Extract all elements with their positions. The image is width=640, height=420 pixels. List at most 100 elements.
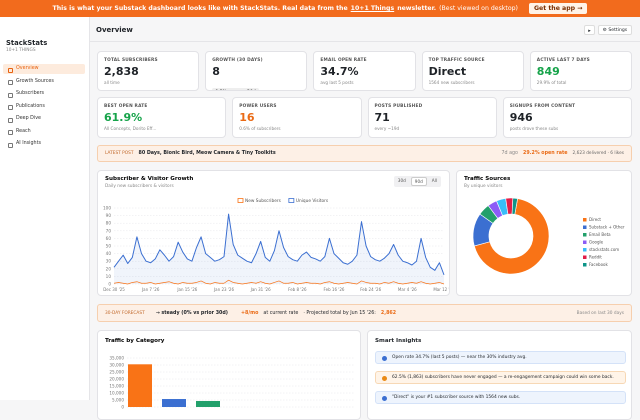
forecast-basis: Based on last 30 days [576,310,624,316]
range-button[interactable]: All [431,178,437,183]
area [114,214,444,284]
nav-item[interactable]: Subscribers [3,89,85,99]
latest-stats: 2,623 delivered · 6 likes [572,151,624,156]
kpi-note: all time [104,80,120,85]
bar-chart: Traffic by Category 0 5,000 10,000 15,000 20… [105,338,354,410]
pie-slice [473,198,550,275]
traffic-card: Traffic Sources By unique visitors Direc… [456,170,632,296]
x-tick-label: Mar 12 '26 [433,287,450,292]
legend-swatch [288,198,295,203]
chart-subtitle: Daily new subscribers & visitors [105,183,174,189]
latest-title: 80 Days, Bionic Bird, Meow Camera & Tiny… [138,151,276,156]
legend-swatch [583,248,587,252]
legend-label: Unique Visitors [296,198,329,204]
nav-item[interactable]: Deep Dive [3,114,85,124]
y-tick-label: 25,000 [109,370,124,375]
bar [162,399,186,407]
kpi-label: SIGNUPS FROM CONTENT [509,104,576,109]
banner-link[interactable]: 10+1 Things [350,5,395,12]
kpi-note: every ~19d [374,126,400,131]
legend-label: New Subscribers [245,198,282,204]
insights-card: Smart Insights Open rate 34.7% (last 5 p… [367,330,632,420]
kpi-card: POSTS PUBLISHED 71 every ~19d [367,97,497,138]
kpi-value: Direct [428,65,467,78]
forecast-label: 30-DAY FORECAST [105,310,145,316]
brand: StackStats [6,39,48,47]
kpi-card: EMAIL OPEN RATE 34.7% avg last 5 posts [313,51,416,91]
insight: 62.5% (1,863) subscribers have never eng… [375,371,626,384]
legend-label: Facebook [589,262,608,267]
nav-item[interactable]: Reach [3,127,85,137]
legend-label: Reddit [589,255,602,260]
pie-slice [511,197,518,215]
kpi-label: TOP TRAFFIC SOURCE [428,58,485,63]
kpi-label: POSTS PUBLISHED [374,104,423,109]
forecast-rate: +8/mo [241,310,259,316]
kpi-label: GROWTH (30 DAYS) [212,58,263,63]
kpi-value: 71 [374,111,390,124]
kpi-card: TOP TRAFFIC SOURCE Direct 1564 new subscri… [421,51,524,91]
legend-swatch [583,263,587,267]
kpi-value: 34.7% [320,65,359,78]
bar [196,400,220,407]
range-button[interactable]: 90d [410,177,427,186]
kpi-value: 8 [212,65,220,78]
insight: "Direct" is your #1 subscriber source wi… [375,391,626,404]
latest-post[interactable]: LATEST POST 80 Days, Bionic Bird, Meow C… [97,145,632,162]
kpi-note: 1564 new subscribers [428,80,475,85]
legend-swatch [583,240,587,244]
nav-item[interactable]: Publications [3,102,85,112]
kpi-label: EMAIL OPEN RATE [320,58,367,63]
kpi-card: BEST OPEN RATE 61.9% All Concepts, Dorito … [97,97,227,138]
growth-card: 30d 90d All Subscriber & Visitor Growth Da… [97,170,450,296]
chart-title: Subscriber & Visitor Growth [105,176,193,182]
kpi-label: TOTAL SUBSCRIBERS [104,58,158,63]
y-tick-label: 30,000 [109,363,124,368]
x-tick-label: Jan 31 '26 [250,287,271,292]
nav-item[interactable]: Overview [3,64,85,74]
kpi-note: avg last 5 posts [320,80,354,85]
kpi-card: SIGNUPS FROM CONTENT 946 posts drove these… [502,97,632,138]
kpi-label: BEST OPEN RATE [104,104,148,109]
forecast-rate-text: at current rate [263,310,299,316]
kpi-card: TOTAL SUBSCRIBERS 2,838 all time [97,51,200,91]
legend-swatch [583,225,587,229]
kpi-label: POWER USERS [239,104,277,109]
kpi-note: All Concepts, Dorito Eff... [104,126,157,131]
nav-item[interactable]: AI Insights [3,139,85,149]
x-tick-label: Feb 16 '26 [324,287,345,292]
series-line [113,279,445,285]
legend-label: Email Beta [589,232,611,237]
page-title: Overview [96,26,133,34]
range-button[interactable]: 30d [397,178,406,183]
banner-note: (Best viewed on desktop) [439,5,518,12]
x-tick-label: Dec 30 '25 [103,287,125,292]
settings-button[interactable]: ⚙ Settings [598,25,632,35]
play-button[interactable]: ▸ [584,25,595,35]
line-chart: Subscriber & Visitor Growth Daily new su… [103,176,450,292]
x-tick-label: Feb 8 '26 [288,287,307,292]
y-tick-label: 40 [106,251,112,256]
y-tick-label: 15,000 [109,384,124,389]
latest-age: 7d ago [501,151,518,156]
kpi-note: posts drove these subs [509,126,559,131]
banner-text: This is what your Substack dashboard loo… [52,5,348,12]
x-tick-label: Feb 24 '26 [360,287,381,292]
kpi-card: POWER USERS 16 0.6% of subscribers [232,97,362,138]
sidebar: StackStats 10+1 THINGS Overview Growth So… [0,17,90,400]
kpi-label: ACTIVE LAST 7 DAYS [536,58,590,63]
kpi-card: GROWTH (30 DAYS) 8 0.3% vs prev 30d [205,51,308,91]
y-tick-label: 5,000 [112,398,124,403]
y-tick-label: 0 [108,282,111,287]
legend-swatch [583,218,587,222]
x-tick-label: Jan 23 '26 [213,287,234,292]
forecast: 30-DAY FORECAST → steady (0% vs prior 30… [97,304,632,322]
chart-title: Traffic by Category [105,338,165,344]
banner: This is what your Substack dashboard loo… [0,0,640,17]
nav-item[interactable]: Growth Sources [3,77,85,87]
y-tick-label: 10 [106,274,112,279]
y-tick-label: 60 [106,236,112,241]
latest-open-rate: 29.2% open rate [523,151,568,156]
get-app-button[interactable]: Get the app → [528,3,588,14]
